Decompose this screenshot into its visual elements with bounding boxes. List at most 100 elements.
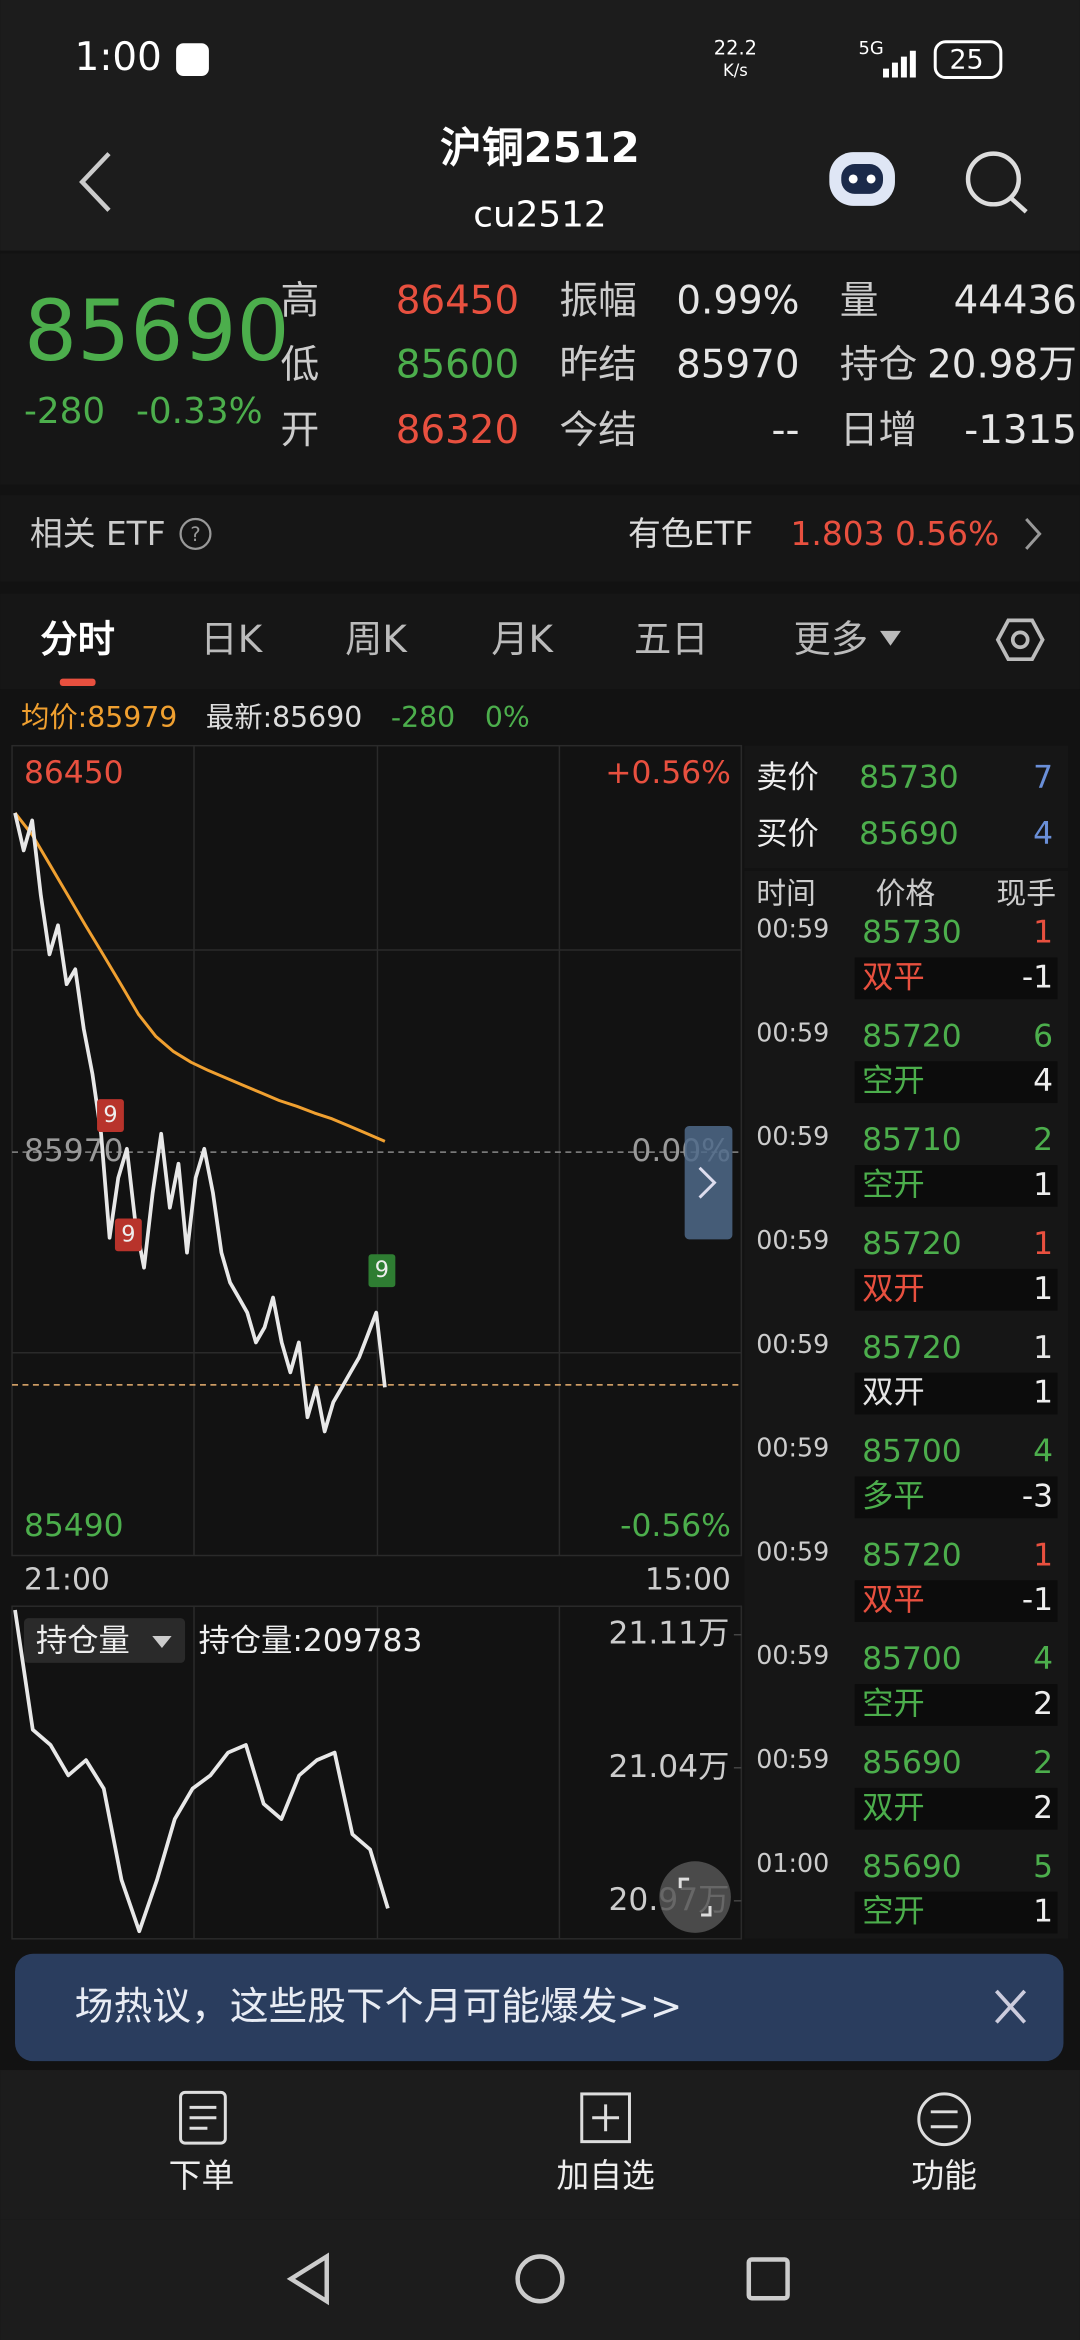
battery-icon: [933, 40, 1003, 80]
bid-label: 买价: [756, 816, 819, 852]
search-icon[interactable]: [965, 151, 1028, 214]
trade-price: 85730: [862, 915, 962, 951]
nav-home[interactable]: [515, 2254, 565, 2304]
trade-volume: 2: [1033, 1122, 1053, 1158]
trade-time: 00:59: [756, 1121, 829, 1151]
etf-name: 有色ETF: [628, 515, 753, 553]
nav-bar: [0, 2219, 1080, 2340]
trade-change: 4: [1033, 1063, 1053, 1099]
signal-badge: [114, 1218, 142, 1252]
trade-volume: 1: [1033, 1330, 1053, 1366]
field-label: 低: [280, 342, 319, 387]
trade-volume: 5: [1033, 1849, 1053, 1885]
field-label: 振幅: [559, 278, 637, 323]
trade-type-bg: [854, 1165, 1058, 1207]
price-change: -280: [24, 391, 105, 432]
order-icon[interactable]: [179, 2090, 227, 2145]
tab[interactable]: 更多: [794, 617, 869, 661]
function-icon[interactable]: [917, 2092, 972, 2147]
field-value: 85970: [676, 342, 799, 387]
trade-time: 00:59: [756, 914, 829, 944]
x-start: 21:00: [24, 1562, 110, 1597]
latest-pct: 0%: [485, 701, 530, 734]
y-tick-label: 21.11万: [609, 1616, 730, 1652]
etf-arrow: [1025, 518, 1042, 550]
trade-price: 85700: [862, 1641, 962, 1677]
nav-back[interactable]: [286, 2252, 329, 2306]
side-toggle[interactable]: [684, 1126, 733, 1240]
nav-recent[interactable]: [746, 2257, 790, 2301]
etf-pct: 0.56%: [895, 515, 999, 553]
field-value: 86450: [396, 278, 519, 323]
promo-banner[interactable]: [15, 1953, 1064, 2062]
signal-label: 9: [121, 1221, 135, 1247]
net-unit: K/s: [723, 61, 748, 80]
trade-change: 2: [1033, 1686, 1053, 1722]
trade-type-bg: [854, 1061, 1058, 1104]
trade-type: 空开: [862, 1167, 925, 1203]
avg-line: [13, 812, 386, 1143]
ref-label: 85970: [24, 1133, 124, 1169]
back-button[interactable]: [79, 152, 111, 212]
toolbar-label[interactable]: 功能: [911, 2157, 977, 2195]
indicator-selector[interactable]: [23, 1618, 186, 1663]
trade-time: 00:59: [756, 1433, 829, 1463]
battery-level: 25: [949, 45, 983, 76]
toolbar-label[interactable]: 加自选: [556, 2157, 654, 2195]
x-end: 15:00: [645, 1562, 731, 1597]
trade-type: 空开: [862, 1894, 925, 1930]
net-speed: 22.2: [714, 37, 757, 60]
trade-price: 85720: [862, 1226, 962, 1262]
y-max-label: 86450: [24, 755, 124, 791]
trade-change: 1: [1033, 1894, 1053, 1930]
toolbar: [0, 2070, 1080, 2220]
clock: 1:00: [75, 35, 162, 80]
expand-icon: [678, 1877, 712, 1917]
trade-change: -1: [1022, 959, 1053, 995]
trade-type-bg: [854, 1476, 1058, 1519]
expand-button[interactable]: [659, 1861, 731, 1933]
trade-price: 85690: [862, 1849, 962, 1885]
tab[interactable]: 月K: [491, 617, 554, 661]
more-caret: [880, 630, 901, 646]
trade-type-bg: [854, 1268, 1058, 1311]
trade-time: 00:59: [756, 1225, 829, 1255]
top-bar: [0, 0, 1080, 251]
trade-change: -3: [1022, 1478, 1053, 1514]
etf-label: 相关 ETF: [30, 515, 166, 553]
selector-caret: [152, 1636, 172, 1648]
tab[interactable]: 日K: [200, 617, 263, 661]
trade-volume: 1: [1033, 915, 1053, 951]
trade-type: 双开: [862, 1790, 925, 1826]
selector-label: 持仓量: [36, 1623, 130, 1659]
trade-volume: 2: [1033, 1745, 1053, 1781]
trade-price: 85720: [862, 1018, 962, 1054]
field-value: --: [772, 408, 800, 453]
assistant-icon[interactable]: [829, 152, 895, 206]
bid-price: 85690: [859, 816, 959, 852]
field-value: 20.98万: [927, 342, 1077, 387]
trade-change: 1: [1033, 1375, 1053, 1411]
contract-code: cu2512: [473, 194, 606, 235]
settings-icon[interactable]: [995, 618, 1045, 662]
tab[interactable]: 分时: [40, 617, 115, 661]
etf-row[interactable]: [0, 495, 1080, 582]
trade-volume: 4: [1033, 1434, 1053, 1470]
tab[interactable]: 五日: [634, 617, 709, 661]
tab[interactable]: 周K: [345, 617, 408, 661]
last-price: 85690: [24, 282, 290, 380]
field-value: 0.99%: [676, 278, 799, 323]
tab-bar: [0, 593, 1080, 690]
trade-time: 01:00: [756, 1848, 829, 1878]
field-value: 44436: [954, 278, 1077, 323]
trade-volume: 1: [1033, 1226, 1053, 1262]
banner-close[interactable]: [994, 1989, 1027, 2024]
toolbar-label[interactable]: 下单: [169, 2157, 235, 2195]
trade-change: -1: [1022, 1582, 1053, 1618]
info-icon[interactable]: [179, 517, 212, 550]
watchlist-icon[interactable]: [580, 2092, 631, 2144]
trade-time: 00:59: [756, 1640, 829, 1670]
field-label: 日增: [840, 408, 918, 453]
